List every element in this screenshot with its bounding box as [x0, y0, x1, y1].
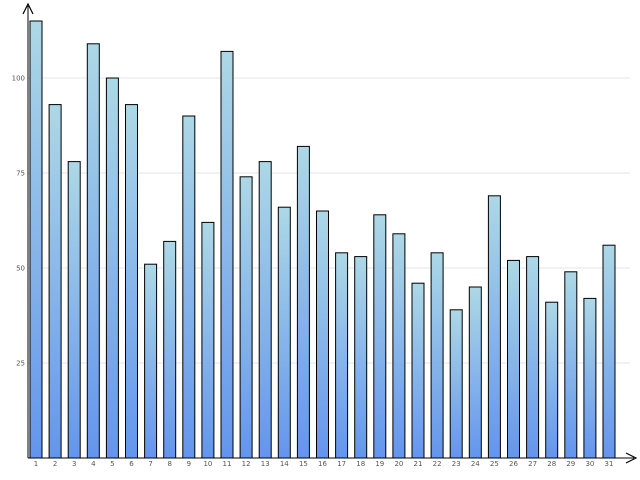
- bar-21: [411, 282, 425, 459]
- x-tick-label: 17: [337, 460, 346, 468]
- bar-19: [373, 214, 387, 459]
- bar-31: [602, 244, 616, 459]
- bar-12: [239, 176, 253, 459]
- x-tick-label: 5: [110, 460, 114, 468]
- x-tick-label: 7: [148, 460, 152, 468]
- x-tick-label: 10: [203, 460, 212, 468]
- bar-15: [296, 145, 310, 459]
- bar-27: [526, 256, 540, 459]
- bar-16: [316, 210, 329, 459]
- x-tick-label: 3: [72, 460, 76, 468]
- bar-28: [545, 301, 559, 459]
- bar-5: [105, 77, 119, 459]
- bar-14: [277, 206, 291, 459]
- x-tick-label: 25: [490, 460, 499, 468]
- bar-7: [144, 263, 158, 459]
- bar-11: [220, 50, 234, 459]
- axes: [22, 2, 638, 464]
- bar-24: [468, 286, 482, 459]
- bar-9: [182, 115, 196, 459]
- bar-1: [29, 20, 43, 459]
- y-tick-label: 50: [16, 265, 25, 273]
- x-tick-label: 6: [129, 460, 134, 468]
- x-tick-label: 16: [318, 460, 327, 468]
- x-tick-label: 18: [356, 460, 365, 468]
- x-tick-label: 2: [53, 460, 57, 468]
- x-tick-label: 22: [433, 460, 442, 468]
- x-tick-label: 29: [566, 460, 575, 468]
- x-tick-label: 21: [414, 460, 423, 468]
- bar-10: [201, 221, 215, 459]
- bar-25: [487, 195, 501, 459]
- x-tick-label: 4: [91, 460, 96, 468]
- x-tick-label: 12: [242, 460, 251, 468]
- x-tick-label: 31: [605, 460, 614, 468]
- bar-23: [449, 309, 463, 459]
- bar-26: [507, 259, 520, 459]
- bar-13: [258, 161, 272, 459]
- x-tick-label: 24: [471, 460, 480, 468]
- x-axis-ticks: 1 2 3 4 5 6 7 8 9 10 11 12 13 14 15 16 17 18 19 20 21 22 23 24 2…: [34, 460, 614, 468]
- y-tick-label: 100: [12, 75, 25, 83]
- x-tick-label: 19: [375, 460, 384, 468]
- x-tick-label: 28: [547, 460, 556, 468]
- bar-30: [583, 297, 597, 459]
- bar-18: [354, 256, 368, 459]
- y-tick-label: 75: [16, 170, 25, 178]
- bar-4: [86, 43, 100, 459]
- bar-20: [392, 233, 406, 459]
- x-tick-label: 14: [280, 460, 289, 468]
- y-axis-ticks: 25 50 75 100: [12, 75, 25, 368]
- x-axis-arrow-icon: [625, 452, 638, 464]
- bar-22: [430, 252, 444, 459]
- y-tick-label: 25: [16, 360, 25, 368]
- bars: [29, 20, 616, 459]
- bar-17: [335, 252, 349, 459]
- x-tick-label: 11: [223, 460, 232, 468]
- y-axis-arrow-icon: [22, 2, 34, 15]
- x-tick-label: 30: [585, 460, 594, 468]
- bar-6: [125, 104, 138, 459]
- bar-3: [67, 161, 81, 459]
- x-tick-label: 23: [452, 460, 461, 468]
- x-tick-label: 27: [528, 460, 537, 468]
- x-tick-label: 15: [299, 460, 308, 468]
- bar-2: [48, 104, 62, 459]
- x-tick-label: 1: [34, 460, 38, 468]
- x-tick-label: 8: [167, 460, 171, 468]
- x-tick-label: 26: [509, 460, 518, 468]
- x-tick-label: 13: [261, 460, 270, 468]
- x-tick-label: 9: [187, 460, 191, 468]
- bar-8: [163, 240, 177, 459]
- bar-29: [564, 271, 578, 459]
- x-tick-label: 20: [394, 460, 403, 468]
